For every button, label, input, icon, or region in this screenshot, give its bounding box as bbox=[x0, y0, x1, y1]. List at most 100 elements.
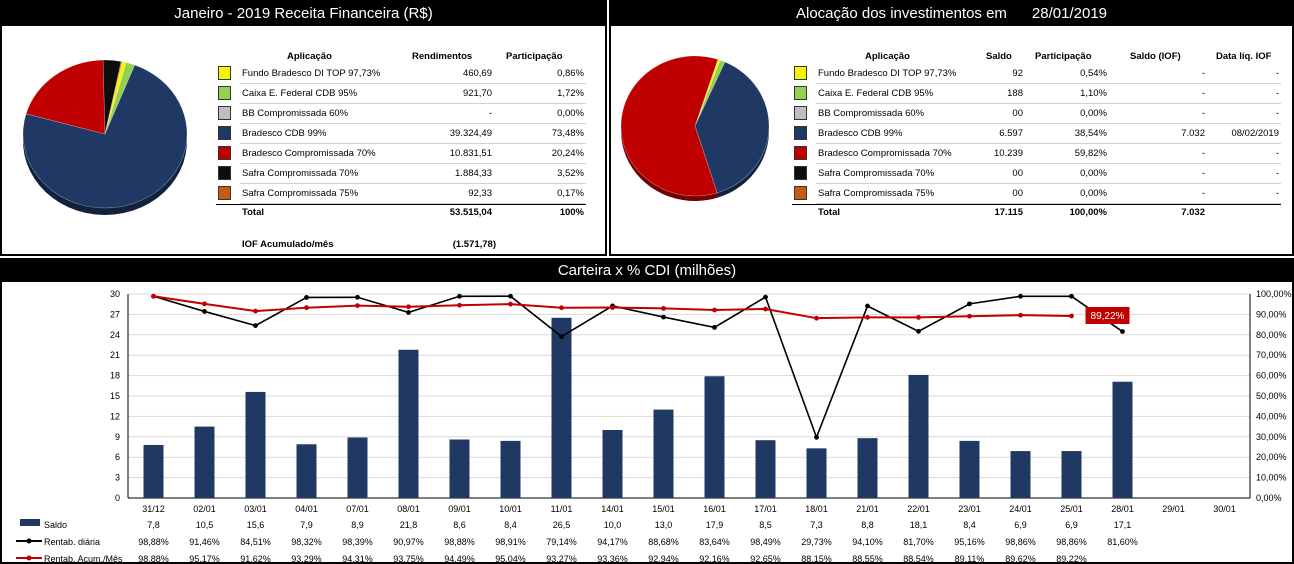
point-rentab-acum bbox=[1018, 312, 1023, 318]
legend-swatch bbox=[794, 106, 807, 120]
row-participacao: 0,86% bbox=[557, 68, 584, 79]
data-table-value: 94,31% bbox=[342, 554, 373, 564]
bar-saldo bbox=[500, 440, 521, 498]
y-left-tick-label: 12 bbox=[110, 411, 120, 421]
pie-slice bbox=[694, 59, 726, 127]
x-tick-label: 17/01 bbox=[754, 504, 777, 514]
data-table-value: 95,16% bbox=[954, 537, 985, 547]
x-tick-label: 02/01 bbox=[193, 504, 216, 514]
row-saldo-iof: - bbox=[1201, 148, 1205, 159]
legend-swatch bbox=[218, 186, 231, 200]
row-rendimentos: 921,70 bbox=[462, 88, 492, 99]
point-rentab-diaria bbox=[559, 334, 564, 339]
row-saldo-iof: - bbox=[1201, 88, 1205, 99]
pie-slice bbox=[22, 64, 188, 209]
y-right-tick-label: 30,00% bbox=[1256, 432, 1287, 442]
data-table-value: 6,9 bbox=[1065, 520, 1078, 530]
total-rendimentos: 53.515,04 bbox=[449, 207, 492, 218]
point-rentab-acum bbox=[559, 305, 564, 311]
x-tick-label: 11/01 bbox=[551, 504, 573, 514]
legend-key-diaria-marker bbox=[26, 538, 32, 544]
data-table-value: 98,86% bbox=[1005, 537, 1036, 547]
allocation-panel-title: Alocação dos investimentos em 28/01/2019 bbox=[611, 2, 1292, 26]
row-data-liq-iof: - bbox=[1275, 168, 1279, 179]
row-rendimentos: 39.324,49 bbox=[449, 128, 492, 139]
legend-swatch bbox=[794, 146, 807, 160]
row-participacao: 73,48% bbox=[551, 128, 584, 139]
pie-slice-side bbox=[717, 130, 769, 198]
col-header-data-liq-iof: Data líq. IOF bbox=[1216, 51, 1272, 62]
data-table-value: 7,9 bbox=[300, 520, 313, 530]
row-divider bbox=[240, 83, 586, 84]
y-right-tick-label: 10,00% bbox=[1256, 473, 1287, 483]
x-tick-label: 21/01 bbox=[856, 504, 879, 514]
point-rentab-acum bbox=[712, 307, 717, 313]
point-rentab-acum bbox=[457, 302, 462, 308]
total-divider bbox=[216, 204, 586, 205]
bar-saldo bbox=[1061, 451, 1082, 498]
point-rentab-diaria bbox=[202, 309, 207, 314]
pie-slice bbox=[104, 61, 127, 135]
bar-saldo bbox=[959, 440, 980, 498]
legend-key-acum-marker bbox=[26, 555, 32, 561]
point-rentab-diaria bbox=[253, 323, 258, 328]
point-rentab-diaria bbox=[763, 294, 768, 300]
col-header-participacao: Participação bbox=[1035, 51, 1092, 62]
legend-label-acum: Rentab. Acum./Mês bbox=[44, 554, 123, 564]
data-table-value: 84,51% bbox=[240, 537, 271, 547]
bar-saldo bbox=[653, 409, 674, 498]
point-rentab-acum bbox=[763, 306, 768, 312]
legend-swatch bbox=[218, 146, 231, 160]
data-table-value: 10,0 bbox=[604, 520, 622, 530]
bar-saldo bbox=[755, 440, 776, 498]
legend-swatch bbox=[218, 66, 231, 80]
point-rentab-diaria bbox=[661, 314, 666, 320]
y-right-tick-label: 100,00% bbox=[1256, 289, 1292, 299]
legend-label-saldo: Saldo bbox=[44, 520, 67, 530]
bar-saldo bbox=[908, 374, 929, 498]
x-tick-label: 04/01 bbox=[295, 504, 318, 514]
legend-swatch bbox=[218, 166, 231, 180]
data-table-value: 98,86% bbox=[1056, 537, 1087, 547]
legend-swatch bbox=[794, 166, 807, 180]
bar-saldo bbox=[347, 437, 368, 498]
x-tick-label: 08/01 bbox=[397, 504, 420, 514]
data-table-value: 98,91% bbox=[495, 537, 526, 547]
data-table-value: 94,17% bbox=[597, 537, 628, 547]
point-rentab-acum bbox=[1069, 313, 1074, 319]
row-participacao: 0,00% bbox=[1080, 168, 1107, 179]
row-saldo: 92 bbox=[1012, 68, 1023, 79]
row-divider bbox=[816, 83, 1281, 84]
total-label: Total bbox=[818, 207, 840, 218]
data-table-value: 29,73% bbox=[801, 537, 832, 547]
bar-saldo bbox=[296, 444, 317, 498]
row-saldo-iof: 7.032 bbox=[1181, 128, 1205, 139]
total-participacao: 100,00% bbox=[1069, 207, 1107, 218]
point-rentab-diaria bbox=[916, 328, 921, 334]
row-divider bbox=[240, 123, 586, 124]
point-rentab-diaria bbox=[814, 434, 819, 440]
point-rentab-diaria bbox=[1120, 329, 1125, 334]
row-name: Bradesco Compromissada 70% bbox=[818, 148, 952, 159]
y-left-tick-label: 15 bbox=[110, 391, 120, 401]
iof-label: IOF Acumulado/mês bbox=[242, 239, 334, 250]
row-name: BB Compromissada 60% bbox=[818, 108, 925, 119]
col-header-saldo-iof: Saldo (IOF) bbox=[1130, 51, 1181, 62]
row-data-liq-iof: - bbox=[1275, 88, 1279, 99]
data-table-value: 98,39% bbox=[342, 537, 373, 547]
data-table-value: 6,9 bbox=[1014, 520, 1027, 530]
pie-slice bbox=[104, 61, 123, 135]
pie-slice bbox=[104, 62, 136, 135]
row-saldo: 188 bbox=[1007, 88, 1023, 99]
point-rentab-acum bbox=[865, 314, 870, 320]
data-table-value: 92,16% bbox=[699, 554, 730, 564]
row-saldo-iof: - bbox=[1201, 188, 1205, 199]
row-rendimentos: 92,33 bbox=[468, 188, 492, 199]
y-right-tick-label: 60,00% bbox=[1256, 371, 1287, 381]
y-left-tick-label: 30 bbox=[110, 289, 120, 299]
row-name: Safra Compromissada 70% bbox=[818, 168, 935, 179]
data-table-value: 8,9 bbox=[351, 520, 364, 530]
data-table-value: 90,97% bbox=[393, 537, 424, 547]
data-table-value: 15,6 bbox=[247, 520, 265, 530]
row-saldo: 00 bbox=[1012, 168, 1023, 179]
